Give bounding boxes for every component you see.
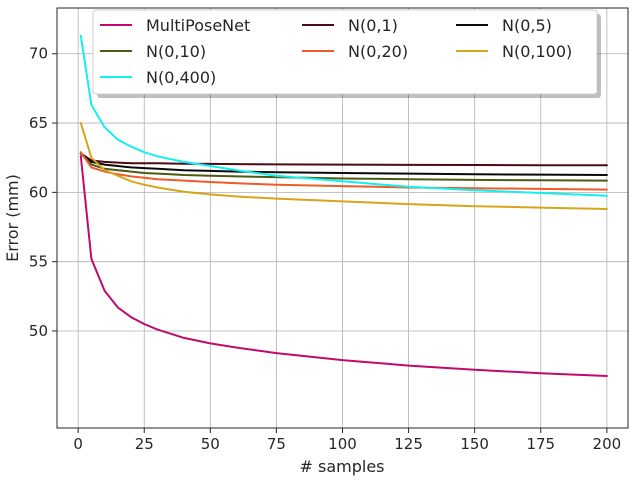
x-tick-label: 175 xyxy=(526,435,555,453)
series-line-n-0-100 xyxy=(79,122,608,210)
legend-label-n-0-100: N(0,100) xyxy=(502,42,572,61)
legend-label-n-0-20: N(0,20) xyxy=(348,42,408,61)
series-line-n-0-20 xyxy=(79,151,608,191)
legend-label-n-0-1: N(0,1) xyxy=(348,16,398,35)
x-tick-label: 200 xyxy=(593,435,622,453)
y-tick-label: 60 xyxy=(29,183,48,201)
x-tick-label: 100 xyxy=(328,435,357,453)
series-line-n-0-400 xyxy=(79,34,608,197)
series-group xyxy=(79,34,608,377)
x-axis: 0 25 50 75 100 125 150 175 200 xyxy=(73,428,621,453)
y-axis: 50 55 60 65 70 xyxy=(29,45,57,340)
x-tick-label: 50 xyxy=(201,435,220,453)
x-tick-label: 75 xyxy=(267,435,286,453)
legend-label-multiposenet: MultiPoseNet xyxy=(146,16,250,35)
y-tick-label: 50 xyxy=(29,322,48,340)
y-tick-label: 65 xyxy=(29,114,48,132)
series-line-n-0-1 xyxy=(79,152,608,167)
legend-label-n-0-400: N(0,400) xyxy=(146,68,216,87)
x-tick-label: 25 xyxy=(135,435,154,453)
legend: MultiPoseNet N(0,1) N(0,5) N(0,10) N(0,20) N(… xyxy=(92,9,601,98)
series-line-n-0-10 xyxy=(79,152,608,182)
legend-label-n-0-10: N(0,10) xyxy=(146,42,206,61)
y-axis-label: Error (mm) xyxy=(3,174,22,262)
y-tick-label: 55 xyxy=(29,253,48,271)
x-tick-label: 150 xyxy=(460,435,489,453)
x-tick-label: 0 xyxy=(73,435,83,453)
y-tick-label: 70 xyxy=(29,45,48,63)
series-line-n-0-5 xyxy=(79,152,608,176)
x-axis-label: # samples xyxy=(300,457,385,476)
legend-box xyxy=(92,9,598,95)
x-tick-label: 125 xyxy=(394,435,423,453)
series-line-multiposenet xyxy=(79,155,608,377)
legend-label-n-0-5: N(0,5) xyxy=(502,16,552,35)
